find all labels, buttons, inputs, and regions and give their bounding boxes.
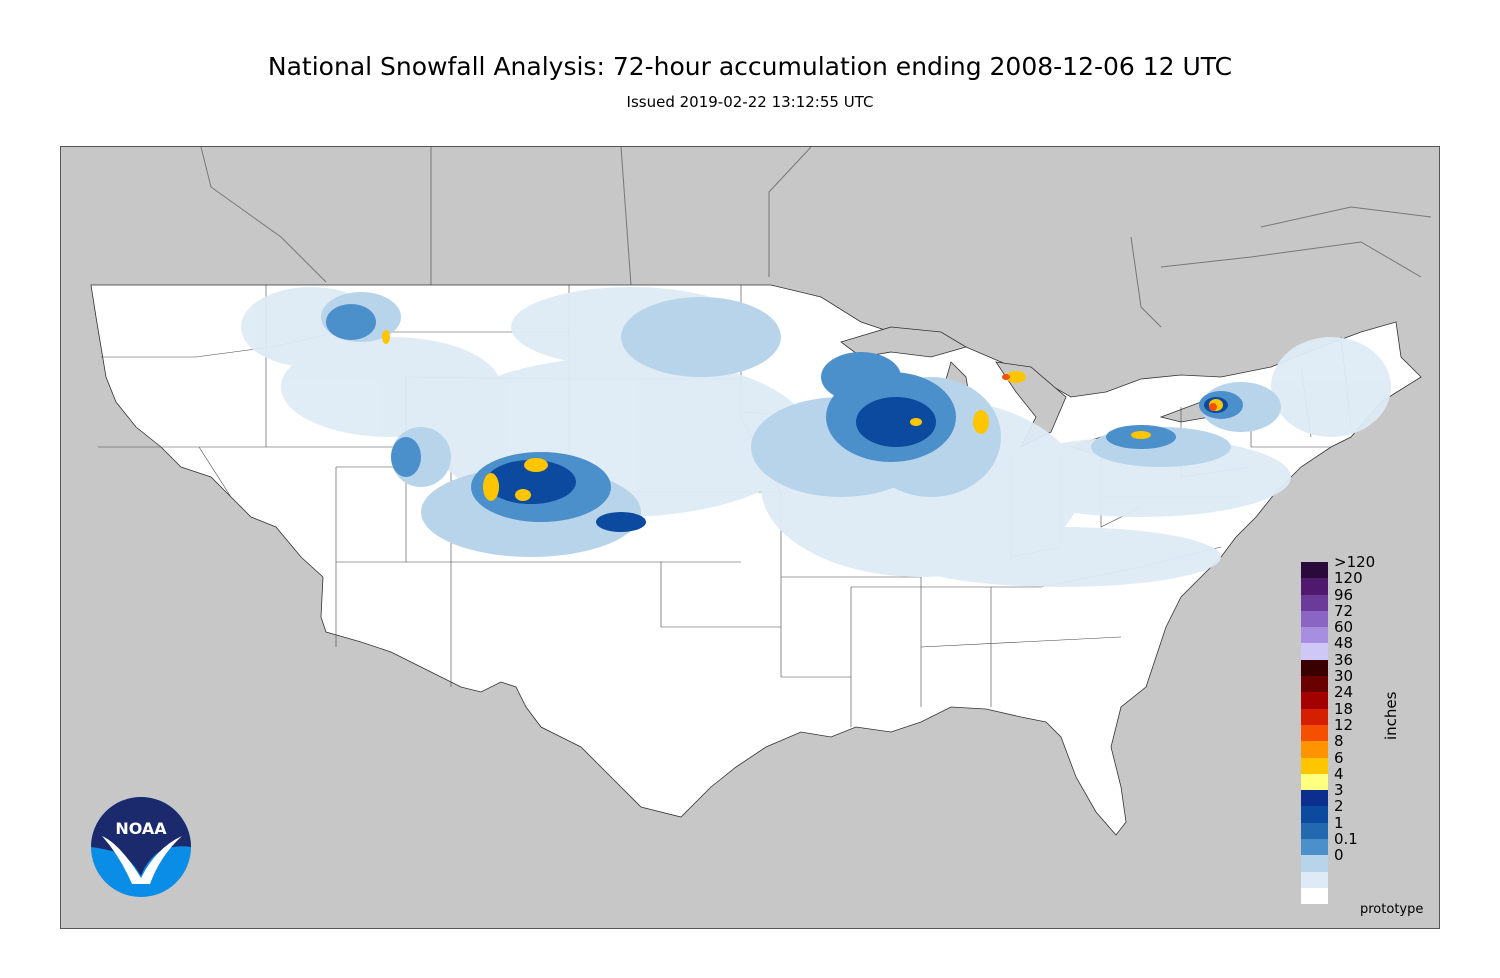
legend-row: 6 [1301,750,1401,774]
noaa-logo-text: NOAA [115,819,167,838]
legend-label: 6 [1334,748,1344,767]
legend-swatch [1301,724,1328,742]
legend-row: 48 [1301,636,1401,660]
legend-swatch [1301,855,1328,872]
legend-swatch [1301,562,1328,579]
snowfall-map [90,147,1432,836]
legend-row: 1 [1301,815,1401,840]
legend-swatch [1301,757,1328,774]
legend-label: 24 [1334,683,1354,702]
legend-row: 18 [1301,701,1401,725]
legend-swatch [1301,871,1328,888]
legend-units: inches [1382,691,1400,740]
legend: >120 120 96 72 60 48 36 30 24 18 12 8 6 4 3 2 1 0.1 0 [1301,555,1401,905]
legend-row: 2 [1301,799,1401,823]
legend-label: 36 [1334,650,1354,669]
legend-label: 0.1 [1334,830,1358,849]
legend-row: 96 [1301,587,1401,611]
legend-swatch [1301,773,1328,791]
legend-row: 12 [1301,717,1401,742]
legend-label: 3 [1334,781,1344,800]
legend-swatch [1301,708,1328,725]
legend-row: 60 [1301,620,1401,644]
legend-label: 8 [1334,732,1344,751]
legend-row: 0.1 [1301,832,1401,856]
legend-row: 24 [1301,685,1401,709]
legend-swatch [1301,610,1328,628]
legend-label: 96 [1334,585,1354,604]
legend-label: 4 [1334,764,1344,783]
legend-row: 120 [1301,571,1401,595]
snowfall-shading [241,287,1391,587]
legend-label: 2 [1334,797,1344,816]
legend-swatch [1301,887,1328,905]
legend-label: 1 [1334,813,1344,832]
legend-row [1301,871,1401,888]
issued-timestamp: Issued 2019-02-22 13:12:55 UTC [626,93,874,111]
country-borders [200,147,1432,328]
noaa-logo: NOAA [91,797,191,897]
legend-swatch [1301,790,1328,807]
legend-row: 8 [1301,734,1401,758]
legend-label: 60 [1334,618,1354,637]
legend-swatch [1301,806,1328,823]
legend-swatch [1301,578,1328,595]
legend-label: 48 [1334,634,1354,653]
legend-swatch [1301,822,1328,840]
prototype-watermark: prototype [1360,902,1424,917]
legend-label: 72 [1334,601,1354,620]
legend-label: 30 [1334,667,1354,686]
legend-row [1301,887,1401,905]
legend-row: >120 [1301,555,1401,579]
legend-label: 12 [1334,715,1354,734]
legend-row: 4 [1301,766,1401,791]
legend-swatch [1301,643,1328,660]
legend-swatch [1301,839,1328,856]
legend-label: 18 [1334,699,1354,718]
legend-row: 72 [1301,603,1401,628]
legend-row: 3 [1301,783,1401,807]
legend-swatch [1301,741,1328,758]
legend-swatch [1301,692,1328,709]
legend-swatch [1301,594,1328,611]
map-title: National Snowfall Analysis: 72-hour accu… [267,52,1233,81]
legend-label: 0 [1334,846,1344,865]
legend-label: >120 [1334,553,1376,571]
legend-swatch [1301,627,1328,644]
legend-row: 30 [1301,669,1401,693]
legend-swatch [1301,676,1328,693]
legend-label: 120 [1334,569,1363,588]
map-panel [60,146,1440,929]
legend-row: 36 [1301,652,1401,677]
legend-swatch [1301,659,1328,677]
legend-row: 0 [1301,848,1401,872]
